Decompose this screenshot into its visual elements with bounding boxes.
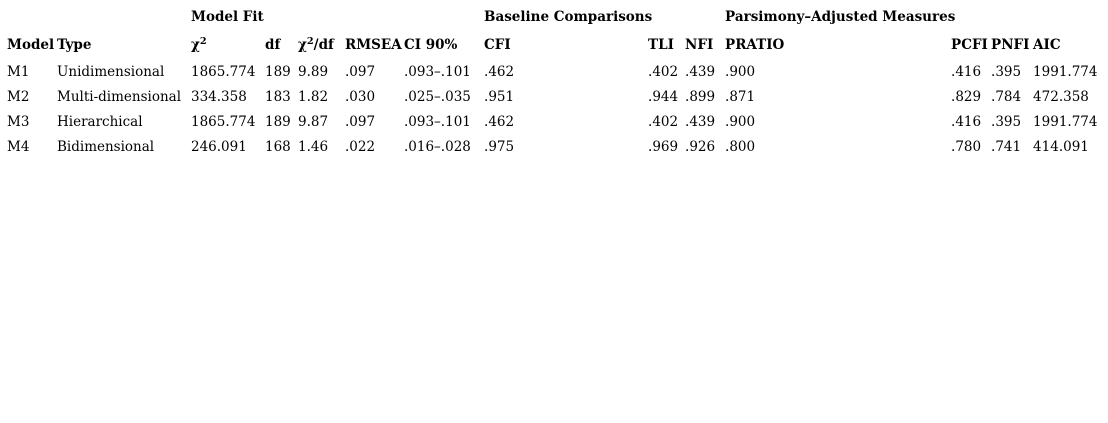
document-page: Model Fit Baseline Comparisons Parsimony… — [0, 4, 1108, 423]
cell-ci90: .093–.101 — [404, 113, 471, 130]
cell-pratio: .900 — [725, 113, 756, 130]
chi-symbol: χ — [191, 37, 200, 54]
cell-pcfi: .416 — [951, 113, 982, 130]
cell-nfi: .439 — [685, 63, 716, 80]
cell-aic: 414.091 — [1033, 138, 1089, 155]
cell-pratio: .900 — [725, 63, 756, 80]
cell-df: 189 — [265, 63, 291, 80]
cell-ci90: .016–.028 — [404, 138, 471, 155]
column-header-nfi: NFI — [685, 37, 714, 54]
cell-df: 189 — [265, 113, 291, 130]
model-fit-comparison-table: Model Fit Baseline Comparisons Parsimony… — [7, 4, 1108, 160]
group-header-parsimony-adjusted-measures: Parsimony–Adjusted Measures — [725, 9, 956, 26]
group-header-spacer — [7, 4, 191, 32]
cell-tli: .402 — [648, 63, 679, 80]
column-header-aic: AIC — [1033, 37, 1061, 54]
cell-rmsea: .022 — [345, 138, 376, 155]
cell-cfi: .951 — [484, 88, 515, 105]
group-header-model-fit: Model Fit — [191, 9, 264, 26]
cell-df: 168 — [265, 138, 291, 155]
chi-square-exponent: 2 — [306, 35, 314, 47]
cell-pnfi: .395 — [991, 113, 1022, 130]
column-header-cfi: CFI — [484, 37, 511, 54]
column-header-row: Model Type χ2 df χ2/df RMSEA CI 90% CFI … — [7, 32, 1108, 60]
cell-type: Bidimensional — [57, 138, 155, 155]
df-divisor-suffix: /df — [313, 37, 334, 54]
column-header-tli: TLI — [648, 37, 674, 54]
cell-tli: .944 — [648, 88, 679, 105]
cell-chi2-df: 9.87 — [298, 113, 329, 130]
cell-chi2: 334.358 — [191, 88, 247, 105]
cell-pnfi: .741 — [991, 138, 1022, 155]
cell-ci90: .093–.101 — [404, 63, 471, 80]
cell-pratio: .800 — [725, 138, 756, 155]
cell-rmsea: .097 — [345, 113, 376, 130]
table-row-m4: M4 Bidimensional 246.091 168 1.46 .022 .… — [7, 135, 1108, 160]
cell-nfi: .899 — [685, 88, 716, 105]
chi-square-exponent: 2 — [199, 35, 207, 47]
column-header-chi-square-df: χ2/df — [298, 32, 345, 60]
cell-cfi: .462 — [484, 113, 515, 130]
cell-pnfi: .395 — [991, 63, 1022, 80]
column-header-type: Type — [57, 37, 92, 54]
group-header-baseline-comparisons: Baseline Comparisons — [484, 9, 653, 26]
column-header-rmsea: RMSEA — [345, 37, 402, 54]
table-row-m3: M3 Hierarchical 1865.774 189 9.87 .097 .… — [7, 110, 1108, 135]
cell-nfi: .926 — [685, 138, 716, 155]
cell-aic: 472.358 — [1033, 88, 1089, 105]
chi-symbol: χ — [298, 37, 307, 54]
cell-nfi: .439 — [685, 113, 716, 130]
cell-chi2-df: 1.46 — [298, 138, 329, 155]
cell-chi2: 1865.774 — [191, 113, 256, 130]
table-row-m1: M1 Unidimensional 1865.774 189 9.89 .097… — [7, 60, 1108, 85]
cell-chi2-df: 1.82 — [298, 88, 329, 105]
cell-chi2: 246.091 — [191, 138, 247, 155]
cell-type: Multi-dimensional — [57, 88, 182, 105]
cell-df: 183 — [265, 88, 291, 105]
cell-rmsea: .097 — [345, 63, 376, 80]
column-header-pnfi: PNFI — [991, 37, 1030, 54]
column-header-model: Model — [7, 37, 55, 54]
cell-pcfi: .780 — [951, 138, 982, 155]
cell-type: Hierarchical — [57, 113, 143, 130]
column-header-pcfi: PCFI — [951, 37, 988, 54]
cell-type: Unidimensional — [57, 63, 165, 80]
group-header-row: Model Fit Baseline Comparisons Parsimony… — [7, 4, 1108, 32]
cell-chi2-df: 9.89 — [298, 63, 329, 80]
cell-cfi: .462 — [484, 63, 515, 80]
cell-pcfi: .416 — [951, 63, 982, 80]
column-header-pratio: PRATIO — [725, 37, 785, 54]
cell-tli: .969 — [648, 138, 679, 155]
cell-ci90: .025–.035 — [404, 88, 471, 105]
cell-pratio: .871 — [725, 88, 756, 105]
column-header-chi-square: χ2 — [191, 32, 265, 60]
column-header-ci90: CI 90% — [404, 37, 458, 54]
cell-aic: 1991.774 — [1033, 113, 1098, 130]
column-header-df: df — [265, 37, 281, 54]
cell-chi2: 1865.774 — [191, 63, 256, 80]
cell-model: M1 — [7, 63, 30, 80]
cell-model: M2 — [7, 88, 30, 105]
cell-model: M3 — [7, 113, 30, 130]
table-row-m2: M2 Multi-dimensional 334.358 183 1.82 .0… — [7, 85, 1108, 110]
cell-pcfi: .829 — [951, 88, 982, 105]
cell-pnfi: .784 — [991, 88, 1022, 105]
cell-cfi: .975 — [484, 138, 515, 155]
cell-tli: .402 — [648, 113, 679, 130]
cell-aic: 1991.774 — [1033, 63, 1098, 80]
cell-rmsea: .030 — [345, 88, 376, 105]
cell-model: M4 — [7, 138, 30, 155]
